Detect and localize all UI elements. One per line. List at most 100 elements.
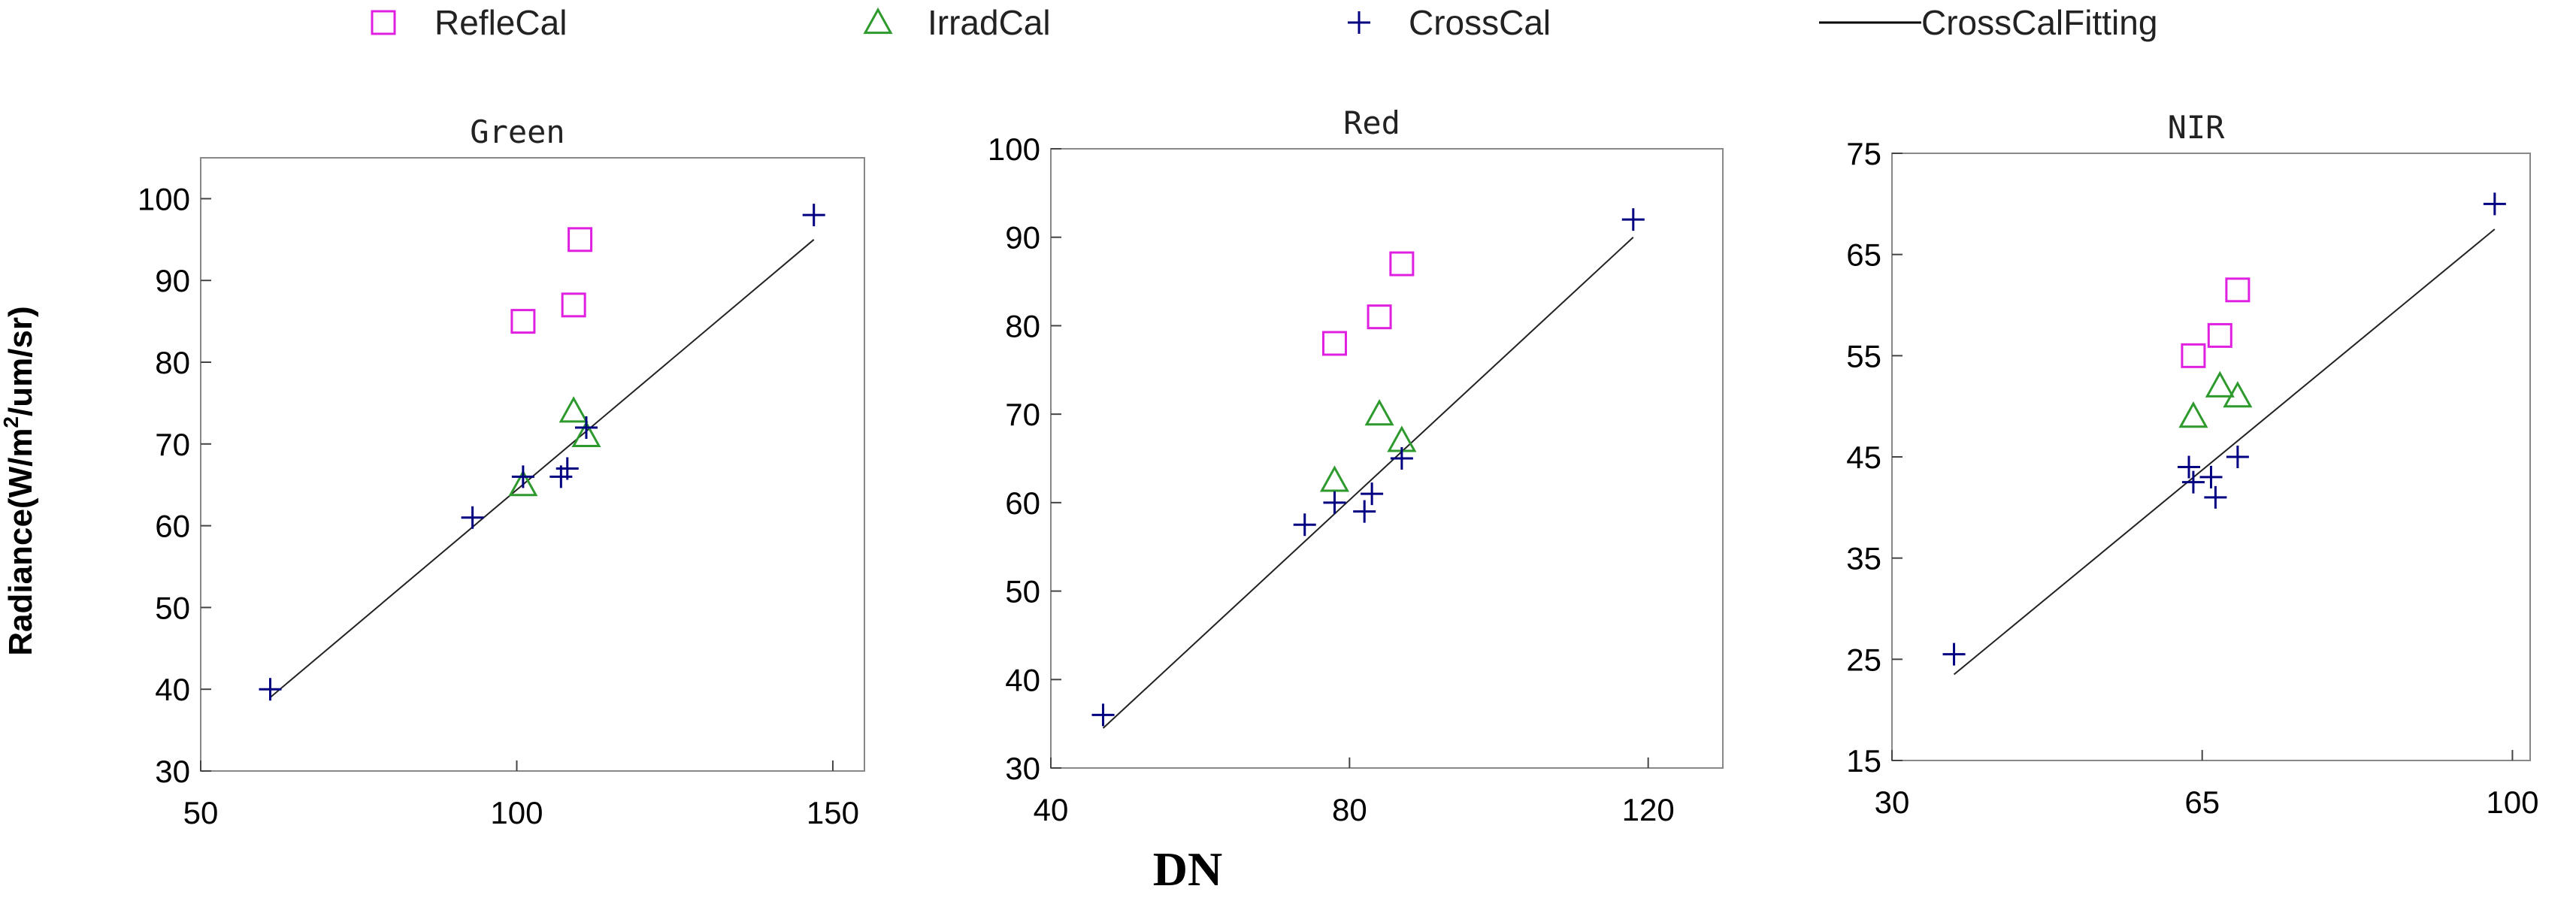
y-axis-label: Radiance(W/m2/um/sr) [0, 306, 39, 655]
legend-entry-reflecal: RefleCal [371, 3, 567, 42]
y-axis: 30 40 50 60 70 80 90 100 [988, 132, 1061, 786]
y-tick-label: 55 [1846, 338, 1881, 373]
y-tick-label: 100 [988, 132, 1040, 167]
y-tick-label: 100 [138, 181, 190, 216]
panel-nir: NIR 15 25 35 45 55 65 75 30 65 100 [1846, 109, 2538, 820]
y-tick-label: 30 [155, 754, 190, 789]
data-point-crosscal [1353, 500, 1376, 523]
data-point-crosscal [2204, 485, 2227, 509]
data-point-irradcal [558, 396, 589, 423]
data-point-crosscal [802, 204, 825, 227]
x-axis-label: DN [1153, 842, 1222, 894]
legend-label: CrossCal [1409, 3, 1551, 42]
data-point-reflecal [2225, 277, 2251, 303]
legend-label: IrradCal [928, 3, 1051, 42]
y-axis-label-tail: /um/sr) [2, 306, 39, 416]
y-tick-label: 25 [1846, 642, 1881, 677]
legend-entry-crosscalfitting: CrossCalFitting [1819, 3, 2157, 42]
data-point-crosscal [2483, 192, 2506, 216]
plot-area-frame [1050, 148, 1724, 769]
y-tick-label: 35 [1846, 541, 1881, 576]
data-point-irradcal [508, 470, 538, 497]
legend-entry-irradcal: IrradCal [863, 3, 1051, 42]
x-tick-label: 120 [1622, 792, 1675, 827]
data-point-crosscal [511, 465, 534, 488]
x-axis: 30 65 100 [1875, 750, 2538, 820]
series-reflecal [1321, 251, 1415, 356]
data-point-irradcal [1319, 465, 1350, 492]
data-point-reflecal [2207, 322, 2232, 348]
legend-marker-plus [1348, 11, 1370, 34]
data-point-reflecal [2181, 343, 2206, 368]
y-tick-label: 70 [1005, 397, 1040, 432]
legend-label: RefleCal [434, 3, 567, 42]
data-point-irradcal [571, 420, 601, 448]
data-point-crosscal [2181, 470, 2205, 494]
x-tick-label: 40 [1034, 792, 1069, 827]
x-tick-label: 100 [490, 795, 543, 830]
x-tick-label: 50 [183, 795, 219, 830]
x-tick-label: 30 [1875, 785, 1910, 820]
data-point-crosscal [461, 506, 484, 529]
data-point-reflecal [1389, 251, 1415, 277]
fit-line [269, 239, 815, 698]
panel-title: Green [470, 113, 565, 150]
y-tick-label: 70 [155, 427, 190, 462]
fit-line [1953, 228, 2496, 676]
y-tick-label: 30 [1005, 751, 1040, 786]
series-crosscal [1942, 192, 2506, 666]
data-point-crosscal [1942, 643, 1966, 666]
x-tick-label: 100 [2486, 785, 2538, 820]
data-point-reflecal [510, 309, 536, 334]
y-tick-label: 80 [1005, 308, 1040, 343]
legend-label: CrossCalFitting [1921, 3, 2157, 42]
y-tick-label: 45 [1846, 440, 1881, 475]
y-axis-label-main: Radiance(W/m [2, 428, 39, 656]
series-irradcal [1319, 399, 1417, 492]
data-point-crosscal [2199, 465, 2223, 488]
data-point-crosscal [555, 457, 579, 480]
legend-entry-crosscal: CrossCal [1348, 3, 1551, 42]
fit-line [1102, 236, 1634, 729]
y-tick-label: 60 [1005, 485, 1040, 521]
y-tick-label: 15 [1846, 743, 1881, 779]
panel-title: Red [1343, 104, 1400, 141]
data-point-crosscal [574, 416, 598, 440]
y-tick-label: 80 [155, 345, 190, 380]
series-irradcal [508, 396, 601, 497]
y-axis: 15 25 35 45 55 65 75 [1846, 136, 1902, 779]
data-point-crosscal [1323, 491, 1346, 514]
x-tick-label: 65 [2184, 785, 2220, 820]
y-tick-label: 90 [1005, 220, 1040, 255]
panel-green: Green 30 40 50 60 70 80 90 100 50 100 150 [138, 113, 865, 830]
data-point-crosscal [1293, 513, 1316, 537]
data-point-crosscal [1091, 703, 1115, 727]
data-point-reflecal [561, 292, 586, 318]
y-tick-label: 90 [155, 263, 190, 298]
data-point-irradcal [2223, 381, 2253, 408]
legend-marker-square [371, 10, 396, 35]
y-tick-label: 40 [1005, 662, 1040, 697]
series-reflecal [2181, 277, 2251, 368]
y-axis-label-superscript: 2 [0, 416, 23, 428]
y-tick-label: 75 [1846, 136, 1881, 171]
data-point-irradcal [1364, 399, 1394, 426]
data-point-reflecal [1367, 304, 1392, 330]
x-axis: 50 100 150 [183, 760, 859, 830]
x-tick-label: 80 [1332, 792, 1367, 827]
panel-title: NIR [2168, 109, 2226, 146]
y-axis: 30 40 50 60 70 80 90 100 [138, 181, 211, 789]
plot-area-frame [200, 157, 865, 772]
series-reflecal [510, 227, 593, 334]
y-tick-label: 40 [155, 672, 190, 707]
x-tick-label: 150 [807, 795, 859, 830]
y-tick-label: 65 [1846, 237, 1881, 273]
data-point-reflecal [568, 227, 593, 252]
data-point-crosscal [1390, 447, 1413, 470]
data-point-irradcal [2205, 370, 2235, 398]
legend: RefleCal IrradCal CrossCal CrossCalFitting [371, 3, 2157, 42]
legend-marker-triangle [863, 7, 893, 35]
series-crosscal [1091, 208, 1645, 727]
